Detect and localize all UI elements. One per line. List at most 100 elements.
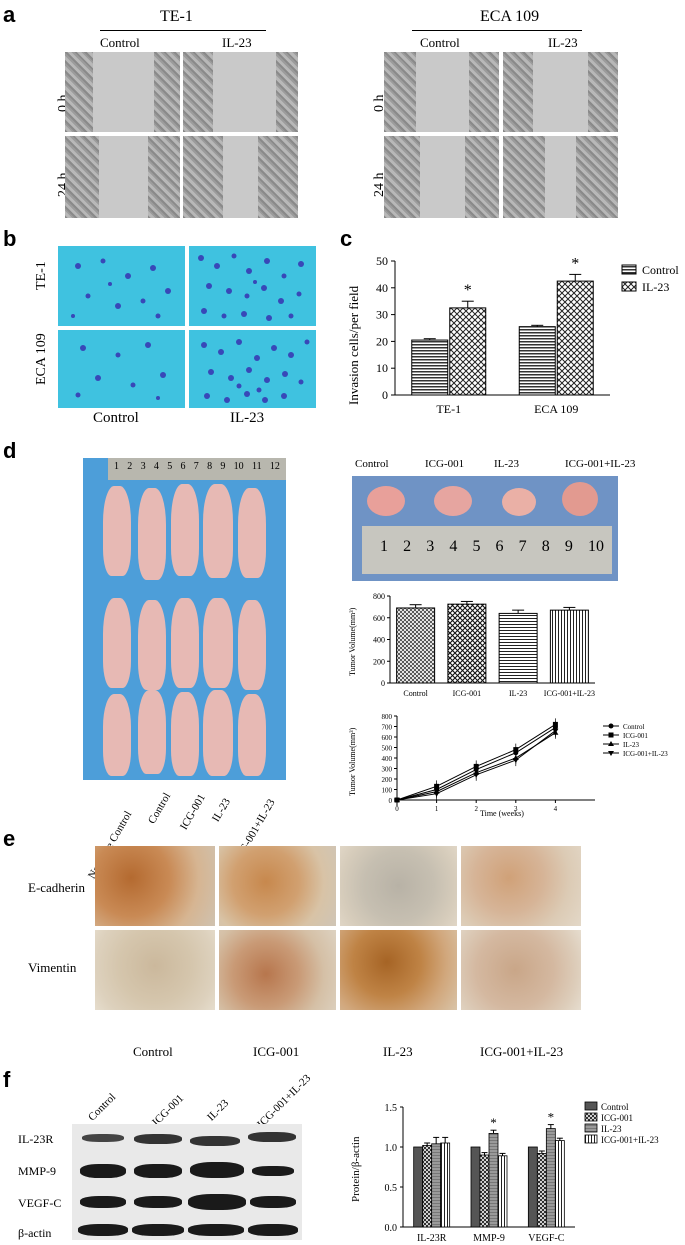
col-label-icg001: ICG-001 <box>253 1044 300 1059</box>
blot-band <box>250 1196 296 1208</box>
mouse-body <box>103 486 131 576</box>
protein-label-il23r: IL-23R <box>18 1132 54 1146</box>
bar <box>536 1153 547 1228</box>
bar <box>447 603 487 684</box>
mouse-body <box>238 694 266 776</box>
x-tick-label: 0 <box>395 805 399 813</box>
y-tick-label: 500 <box>382 745 393 753</box>
mouse-body <box>138 600 166 690</box>
invasion-image-eca-il23 <box>189 330 316 408</box>
ruler-number: 7 <box>193 461 199 472</box>
legend-swatch <box>584 1123 598 1133</box>
panel-label-e: e <box>3 826 16 851</box>
y-tick-label: 400 <box>382 755 393 763</box>
ruler-number: 3 <box>140 461 146 472</box>
tumor-mass <box>434 486 472 516</box>
row-label-vimentin: Vimentin <box>28 960 77 975</box>
bar <box>554 1140 565 1228</box>
panel-label-b: b <box>3 226 17 251</box>
col-label-il23: IL-23 <box>230 410 265 426</box>
col-label-control: Control <box>93 410 139 426</box>
col-label-icg001-il23: ICG-001+IL-23 <box>480 1044 564 1059</box>
blot-band <box>190 1162 244 1178</box>
x-tick-label: VEGF-C <box>528 1233 564 1244</box>
legend-label-control: Control <box>642 263 679 277</box>
y-tick-label: 400 <box>373 636 385 645</box>
y-tick-label: 0 <box>381 679 385 688</box>
bar <box>549 609 589 684</box>
protein-label-vegfc: VEGF-C <box>18 1196 62 1210</box>
y-axis-label: Invasion cells/per field <box>346 285 361 405</box>
col-label-control-eca: Control <box>420 35 460 50</box>
ruler-number: 6 <box>180 461 186 472</box>
ihc-image-vimentin-icg001 <box>219 930 336 1010</box>
bar <box>545 1128 556 1228</box>
ruler-number: 2 <box>403 538 412 555</box>
mice-label-control: Control <box>146 790 174 826</box>
tumor-label-il23: IL-23 <box>494 458 520 470</box>
mouse-body <box>238 600 266 690</box>
y-tick-label: 200 <box>373 657 385 666</box>
wound-image-eca-il23-0h <box>503 52 618 132</box>
ruler-number: 1 <box>114 461 119 472</box>
group-line-eca109 <box>412 30 582 31</box>
ruler-number: 7 <box>518 538 527 555</box>
ruler-number: 1 <box>380 538 388 555</box>
wound-image-eca-control-0h <box>384 52 499 132</box>
tumor-label-icg001-il23: ICG-001+IL-23 <box>565 458 636 470</box>
bar <box>488 1133 499 1228</box>
ihc-image-ecadherin-icg001 <box>219 846 336 926</box>
ruler-number: 10 <box>587 538 604 555</box>
col-label-control-te1: Control <box>100 35 140 50</box>
legend-label: Control <box>623 723 644 731</box>
y-tick-label: 0.5 <box>385 1183 398 1194</box>
bar <box>431 1143 442 1228</box>
legend-label: ICG-001 <box>601 1113 633 1123</box>
ruler-number: 5 <box>167 461 173 472</box>
mouse-body <box>138 690 166 774</box>
col-label-control: Control <box>133 1044 173 1059</box>
stained-cells <box>71 258 171 319</box>
ihc-image-vimentin-control <box>95 930 215 1010</box>
legend-marker <box>608 732 614 738</box>
chart-invasion: 0 10 20 30 40 50 * TE-1 * ECA 109 Control IL-23 I… <box>346 254 679 416</box>
bar <box>422 1145 433 1228</box>
ihc-image-vimentin-icg-il23 <box>461 930 581 1010</box>
y-tick-label: 0 <box>382 388 388 402</box>
y-tick-label: 10 <box>376 361 388 375</box>
mouse-body <box>203 598 233 688</box>
x-tick-label: MMP-9 <box>473 1233 505 1244</box>
chart-tumor-volume-bar: 0 200 400 600 800 Control ICG-001 IL-23 ICG-001+… <box>348 592 595 698</box>
blot-band <box>252 1166 294 1176</box>
wound-image-te1-il23-24h <box>183 136 298 218</box>
legend-swatch <box>584 1101 598 1111</box>
y-tick-label: 200 <box>382 776 393 784</box>
blot-band <box>82 1134 124 1142</box>
ruler-number: 10 <box>233 461 244 472</box>
group-title-eca109: ECA 109 <box>480 8 540 25</box>
tumor-mass <box>367 486 405 516</box>
legend-label: ICG-001 <box>623 732 648 740</box>
ihc-image-vimentin-il23 <box>340 930 457 1010</box>
bar <box>518 326 556 396</box>
mouse-body <box>238 488 266 578</box>
mice-photo: 1 2 3 4 5 6 7 8 9 10 11 12 <box>83 458 286 780</box>
bar <box>449 307 487 396</box>
group-title-te1: TE-1 <box>160 8 193 25</box>
x-tick-label: 1 <box>435 805 439 813</box>
mouse-body <box>138 488 166 580</box>
y-tick-label: 30 <box>376 308 388 322</box>
wound-image-te1-control-24h <box>65 136 180 218</box>
mouse-body <box>103 694 131 776</box>
mice-label-icg001: ICG-001 <box>178 792 208 832</box>
ruler-number: 12 <box>269 461 280 472</box>
blot-band <box>134 1134 182 1144</box>
y-tick-label: 300 <box>382 766 393 774</box>
bar <box>497 1155 508 1228</box>
legend-label: ICG-001+IL-23 <box>601 1135 659 1145</box>
x-tick-label: IL-23 <box>509 689 527 698</box>
ihc-image-ecadherin-icg-il23 <box>461 846 581 926</box>
blot-band <box>134 1196 182 1208</box>
ruler-number: 4 <box>449 538 458 555</box>
blot-band <box>248 1132 296 1142</box>
